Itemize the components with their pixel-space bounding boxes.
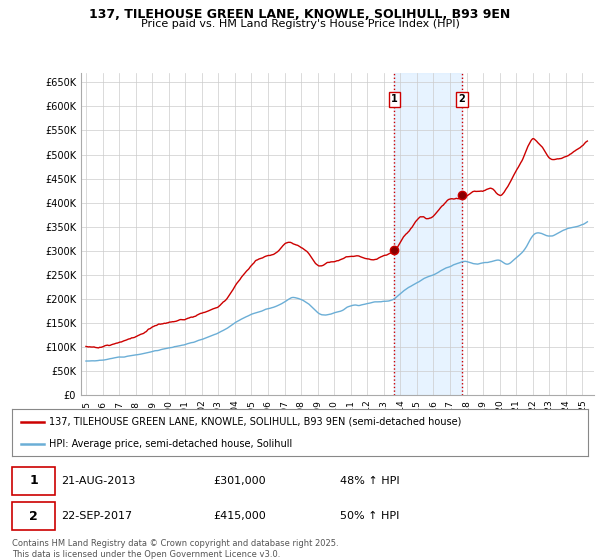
FancyBboxPatch shape <box>12 467 55 495</box>
Text: HPI: Average price, semi-detached house, Solihull: HPI: Average price, semi-detached house,… <box>49 438 293 449</box>
Text: Contains HM Land Registry data © Crown copyright and database right 2025.
This d: Contains HM Land Registry data © Crown c… <box>12 539 338 559</box>
Text: 137, TILEHOUSE GREEN LANE, KNOWLE, SOLIHULL, B93 9EN (semi-detached house): 137, TILEHOUSE GREEN LANE, KNOWLE, SOLIH… <box>49 417 462 427</box>
FancyBboxPatch shape <box>12 502 55 530</box>
Text: 2: 2 <box>459 94 466 104</box>
Text: 2: 2 <box>29 510 38 523</box>
Bar <box>394 73 462 395</box>
Text: Price paid vs. HM Land Registry's House Price Index (HPI): Price paid vs. HM Land Registry's House … <box>140 19 460 29</box>
Text: 1: 1 <box>29 474 38 487</box>
Text: 137, TILEHOUSE GREEN LANE, KNOWLE, SOLIHULL, B93 9EN: 137, TILEHOUSE GREEN LANE, KNOWLE, SOLIH… <box>89 8 511 21</box>
Text: 48% ↑ HPI: 48% ↑ HPI <box>340 476 400 486</box>
Text: 21-AUG-2013: 21-AUG-2013 <box>61 476 136 486</box>
Text: 22-SEP-2017: 22-SEP-2017 <box>61 511 132 521</box>
Text: 50% ↑ HPI: 50% ↑ HPI <box>340 511 400 521</box>
Text: £301,000: £301,000 <box>214 476 266 486</box>
Text: £415,000: £415,000 <box>214 511 266 521</box>
Text: 1: 1 <box>391 94 398 104</box>
